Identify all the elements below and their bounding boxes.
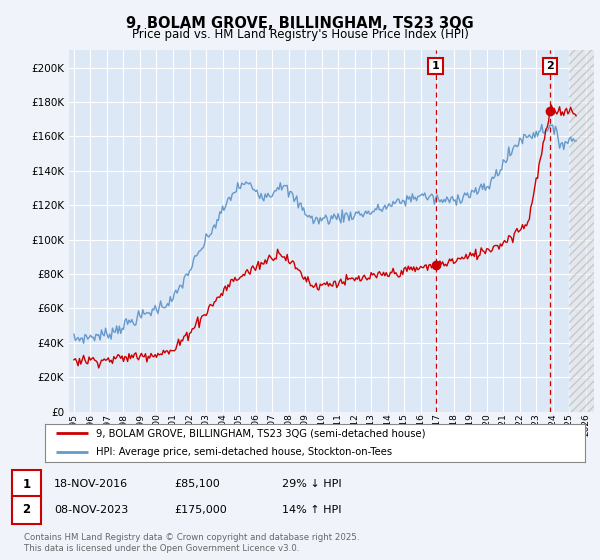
- Text: 14% ↑ HPI: 14% ↑ HPI: [282, 505, 341, 515]
- Text: Contains HM Land Registry data © Crown copyright and database right 2025.
This d: Contains HM Land Registry data © Crown c…: [24, 533, 359, 553]
- Text: 9, BOLAM GROVE, BILLINGHAM, TS23 3QG: 9, BOLAM GROVE, BILLINGHAM, TS23 3QG: [126, 16, 474, 31]
- Text: 1: 1: [431, 61, 439, 71]
- Text: £175,000: £175,000: [174, 505, 227, 515]
- Text: 2: 2: [22, 503, 31, 516]
- Bar: [569, 50, 594, 412]
- Text: £85,100: £85,100: [174, 479, 220, 489]
- Text: 9, BOLAM GROVE, BILLINGHAM, TS23 3QG (semi-detached house): 9, BOLAM GROVE, BILLINGHAM, TS23 3QG (se…: [96, 428, 426, 438]
- Text: 29% ↓ HPI: 29% ↓ HPI: [282, 479, 341, 489]
- Text: 18-NOV-2016: 18-NOV-2016: [54, 479, 128, 489]
- Text: 2: 2: [547, 61, 554, 71]
- Text: Price paid vs. HM Land Registry's House Price Index (HPI): Price paid vs. HM Land Registry's House …: [131, 28, 469, 41]
- Text: 1: 1: [22, 478, 31, 491]
- Text: HPI: Average price, semi-detached house, Stockton-on-Tees: HPI: Average price, semi-detached house,…: [96, 447, 392, 458]
- Text: 08-NOV-2023: 08-NOV-2023: [54, 505, 128, 515]
